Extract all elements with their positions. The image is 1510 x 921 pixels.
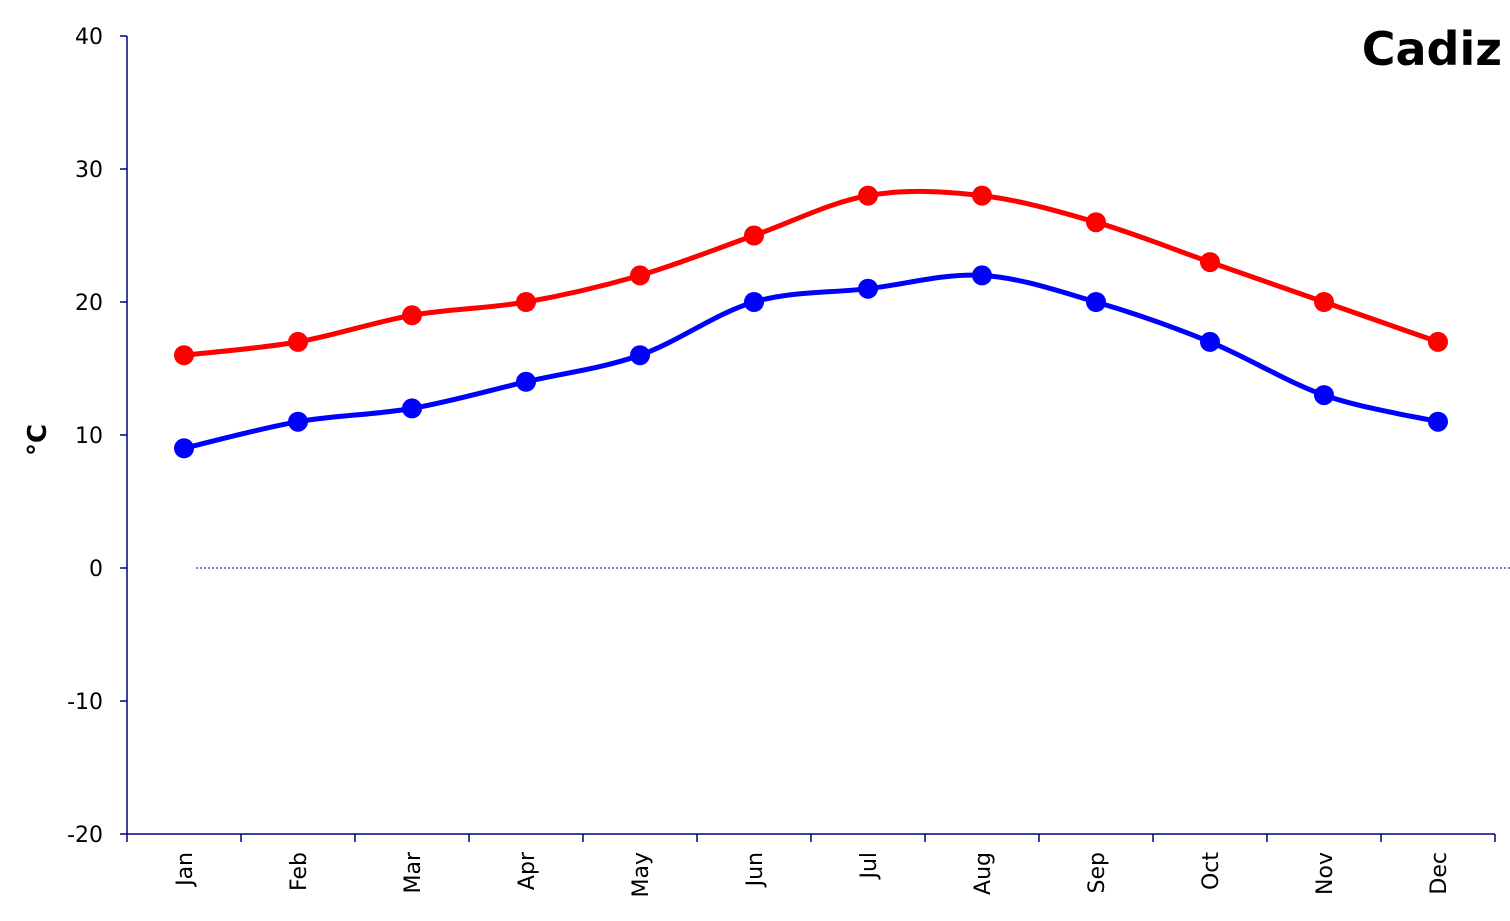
y-tick-label: 30 [75,158,103,183]
x-tick-label: Dec [1427,852,1452,895]
data-point [858,278,878,299]
data-point [1428,411,1448,432]
y-tick-label: 10 [75,424,103,449]
series-line [181,272,1441,451]
data-point [1200,252,1220,273]
data-point [630,265,650,286]
series-line [181,188,1441,358]
y-tick-label: 0 [89,557,103,582]
data-point [744,225,764,246]
x-tick-label: Sep [1085,852,1110,893]
data-point [402,305,422,326]
data-point [516,292,536,312]
data-point [1086,292,1106,312]
data-point [1200,331,1220,352]
series-layer [174,185,1448,459]
y-axis-label: °C [23,424,53,456]
y-tick-label: -10 [67,690,103,715]
x-ticks: Jan Feb Mar Apr May Jun Jul Aug Sep Oct Nov Dec [126,834,1496,897]
series-1 [174,265,1448,459]
data-point [402,398,422,419]
axes-layer [126,36,1495,835]
data-point [288,331,308,352]
y-tick-label: -20 [67,823,103,848]
chart-title: Cadiz [1362,22,1502,76]
x-tick-label: Oct [1199,852,1224,890]
data-point [1086,212,1106,233]
series-0 [174,185,1448,366]
data-point [744,292,764,312]
x-tick-label: Aug [971,852,996,895]
data-point [1314,385,1334,406]
y-tick-label: 20 [75,291,103,316]
data-point [1314,292,1334,312]
y-tick-label: 40 [75,25,103,50]
data-point [174,345,194,366]
y-ticks: 40 30 20 10 0 -10 -20 [67,25,127,848]
x-tick-label: May [629,852,654,897]
data-point [972,185,992,206]
data-point [1428,331,1448,352]
data-point [516,371,536,392]
x-tick-label: Jan [173,852,198,888]
x-tick-label: Mar [401,851,426,893]
x-tick-label: Jun [743,852,768,888]
x-tick-label: Nov [1313,852,1338,895]
data-point [630,345,650,366]
data-point [288,411,308,432]
data-point [174,438,194,459]
data-point [858,185,878,206]
data-point [972,265,992,286]
x-tick-label: Apr [515,851,540,890]
x-tick-label: Feb [287,852,312,891]
x-tick-label: Jul [857,852,882,881]
